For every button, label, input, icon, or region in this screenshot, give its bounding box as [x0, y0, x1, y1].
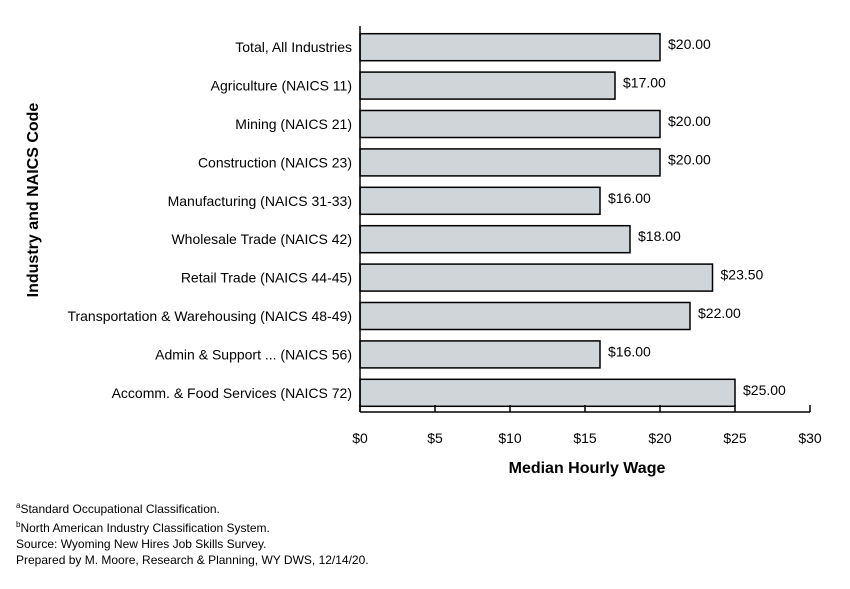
value-label: $16.00: [608, 190, 651, 206]
category-label: Agriculture (NAICS 11): [211, 78, 352, 94]
bar: [359, 263, 714, 292]
footnote-prepared: Prepared by M. Moore, Research & Plannin…: [16, 553, 369, 567]
x-tick-label: $5: [427, 430, 443, 446]
footnote-a-text: Standard Occupational Classification.: [20, 502, 220, 516]
category-label: Wholesale Trade (NAICS 42): [171, 231, 352, 247]
x-tick-label: $25: [723, 430, 747, 446]
category-label: Transportation & Warehousing (NAICS 48-4…: [67, 308, 352, 324]
x-tick-label: $30: [798, 430, 822, 446]
value-label: $20.00: [668, 36, 711, 52]
category-label: Retail Trade (NAICS 44-45): [181, 270, 352, 286]
footnote-soc: aStandard Occupational Classification.: [16, 498, 369, 517]
bar: [359, 71, 616, 100]
x-tick-label: $20: [648, 430, 672, 446]
value-label: $16.00: [608, 343, 651, 359]
footnotes: aStandard Occupational Classification. b…: [16, 498, 369, 568]
bar: [359, 340, 601, 369]
footnote-source: Source: Wyoming New Hires Job Skills Sur…: [16, 537, 267, 551]
x-tick-label: $10: [498, 430, 522, 446]
footnote-a-marker: a: [16, 501, 21, 510]
bar: [359, 32, 661, 62]
value-label: $20.00: [668, 151, 711, 167]
value-label: $20.00: [668, 113, 711, 129]
x-axis-title: Median Hourly Wage: [509, 460, 666, 477]
category-label: Mining (NAICS 21): [235, 116, 352, 132]
y-axis-title: Industry and NAICS Code: [25, 103, 42, 298]
footnote-naics: bNorth American Industry Classification …: [16, 517, 369, 536]
category-label: Total, All Industries: [235, 39, 352, 55]
bar-chart: Total, All Industries $20.00 Agriculture (…: [25, 26, 822, 477]
value-label: $25.00: [743, 382, 786, 398]
bar: [359, 378, 736, 408]
x-tick-label: $0: [352, 430, 368, 446]
category-label: Admin & Support ... (NAICS 56): [155, 346, 352, 362]
value-label: $22.00: [698, 305, 741, 321]
bar: [359, 301, 691, 331]
category-label: Accomm. & Food Services (NAICS 72): [112, 385, 352, 401]
bar: [359, 186, 601, 216]
value-label: $17.00: [623, 75, 666, 91]
bar: [359, 148, 661, 177]
value-label: $23.50: [721, 267, 764, 283]
x-tick-label: $15: [573, 430, 597, 446]
bar: [359, 224, 631, 254]
footnote-b-marker: b: [16, 520, 21, 529]
bar: [359, 109, 661, 139]
axes-group: $0 $5 $10 $15 $20 $25 $30: [352, 26, 822, 446]
value-label: $18.00: [638, 228, 681, 244]
bars-group: Total, All Industries $20.00 Agriculture (…: [67, 32, 786, 408]
category-label: Manufacturing (NAICS 31-33): [168, 193, 352, 209]
footnote-b-text: North American Industry Classification S…: [20, 521, 270, 535]
category-label: Construction (NAICS 23): [198, 154, 352, 170]
